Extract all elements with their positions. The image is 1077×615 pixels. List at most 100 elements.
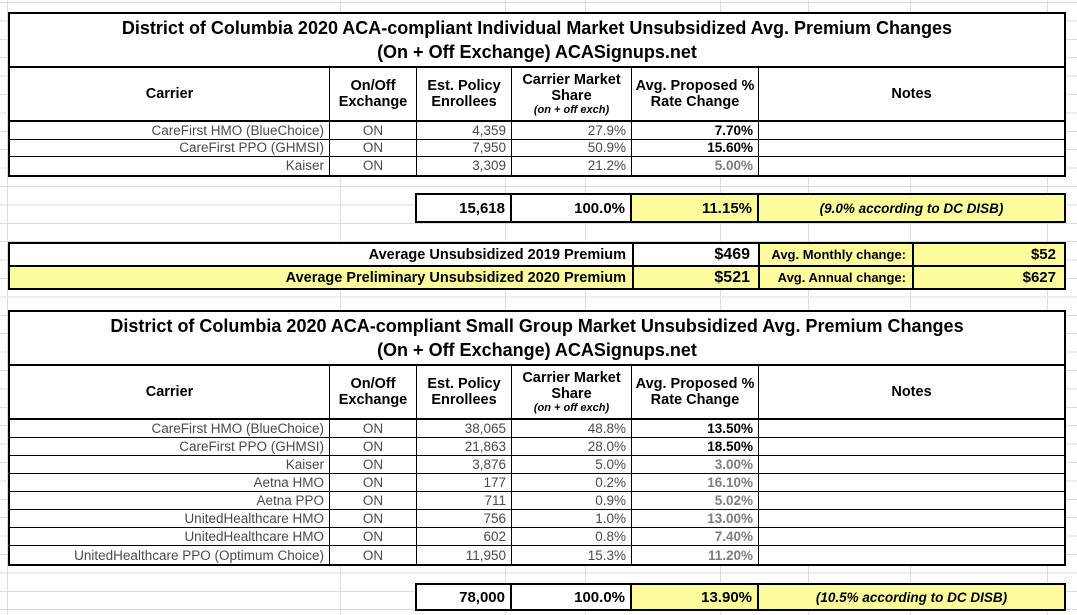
- rate-change-cell[interactable]: 18.50%: [632, 438, 759, 455]
- premium-value[interactable]: $521: [634, 267, 760, 288]
- exchange-cell[interactable]: ON: [330, 456, 417, 473]
- premium-value[interactable]: $469: [634, 244, 760, 265]
- table-row: CareFirst PPO (GHMSI) ON 7,950 50.9% 15.…: [10, 139, 1064, 157]
- market-share-cell[interactable]: 5.0%: [512, 456, 632, 473]
- exchange-cell[interactable]: ON: [330, 546, 417, 564]
- market-share-cell[interactable]: 0.9%: [512, 492, 632, 509]
- exchange-cell[interactable]: ON: [330, 420, 417, 437]
- header-cell-notes[interactable]: Notes: [891, 384, 932, 400]
- table-row: UnitedHealthcare PPO (Optimum Choice) ON…: [10, 546, 1064, 564]
- enrollees-cell[interactable]: 11,950: [417, 546, 512, 564]
- notes-cell[interactable]: [759, 492, 1064, 509]
- header-cell-carrier[interactable]: Carrier: [10, 366, 330, 418]
- enrollees-cell[interactable]: 3,876: [417, 456, 512, 473]
- premium-label[interactable]: Average Preliminary Unsubsidized 2020 Pr…: [10, 267, 634, 288]
- total-enrollees[interactable]: 78,000: [417, 585, 512, 609]
- carrier-cell[interactable]: Aetna PPO: [10, 492, 330, 509]
- market-share-cell[interactable]: 27.9%: [512, 122, 632, 139]
- enrollees-cell[interactable]: 177: [417, 474, 512, 491]
- total-rate[interactable]: 13.90%: [632, 585, 759, 609]
- exchange-cell[interactable]: ON: [330, 438, 417, 455]
- total-rate[interactable]: 11.15%: [632, 195, 759, 221]
- premium-label[interactable]: Average Unsubsidized 2019 Premium: [10, 244, 634, 265]
- carrier-cell[interactable]: Kaiser: [10, 157, 330, 175]
- small-group-table-title[interactable]: District of Columbia 2020 ACA-compliant …: [10, 312, 1064, 366]
- market-share-cell[interactable]: 0.2%: [512, 474, 632, 491]
- total-enrollees[interactable]: 15,618: [417, 195, 512, 221]
- change-value[interactable]: $627: [914, 267, 1064, 288]
- header-cell-exchange[interactable]: On/Off Exchange: [330, 68, 417, 120]
- exchange-cell[interactable]: ON: [330, 139, 417, 156]
- change-value[interactable]: $52: [914, 244, 1064, 265]
- rate-change-cell[interactable]: 11.20%: [632, 546, 759, 564]
- rate-change-cell[interactable]: 5.02%: [632, 492, 759, 509]
- exchange-cell[interactable]: ON: [330, 122, 417, 139]
- carrier-cell[interactable]: CareFirst PPO (GHMSI): [10, 438, 330, 455]
- carrier-cell[interactable]: CareFirst PPO (GHMSI): [10, 139, 330, 156]
- header-cell-notes[interactable]: Notes: [891, 86, 932, 102]
- carrier-cell[interactable]: UnitedHealthcare HMO: [10, 528, 330, 545]
- market-share-cell[interactable]: 21.2%: [512, 157, 632, 175]
- exchange-cell[interactable]: ON: [330, 157, 417, 175]
- title-line1: District of Columbia 2020 ACA-compliant …: [110, 316, 964, 336]
- enrollees-cell[interactable]: 4,359: [417, 122, 512, 139]
- rate-change-cell[interactable]: 13.50%: [632, 420, 759, 437]
- header-cell-enrollees[interactable]: Est. Policy Enrollees: [417, 366, 512, 418]
- total-share[interactable]: 100.0%: [512, 585, 632, 609]
- rate-change-cell[interactable]: 15.60%: [632, 139, 759, 156]
- header-cell-market-share[interactable]: Carrier Market Share (on + off exch): [512, 366, 632, 418]
- carrier-cell[interactable]: Aetna HMO: [10, 474, 330, 491]
- premium-summary: Average Unsubsidized 2019 Premium $469 A…: [8, 242, 1066, 290]
- exchange-cell[interactable]: ON: [330, 474, 417, 491]
- notes-cell[interactable]: [759, 456, 1064, 473]
- market-share-cell[interactable]: 50.9%: [512, 139, 632, 156]
- exchange-cell[interactable]: ON: [330, 492, 417, 509]
- notes-cell[interactable]: [759, 420, 1064, 437]
- rate-change-cell[interactable]: 16.10%: [632, 474, 759, 491]
- enrollees-cell[interactable]: 756: [417, 510, 512, 527]
- market-share-cell[interactable]: 0.8%: [512, 528, 632, 545]
- rate-change-cell[interactable]: 7.40%: [632, 528, 759, 545]
- change-label[interactable]: Avg. Monthly change:: [760, 244, 914, 265]
- header-cell-carrier[interactable]: Carrier: [10, 68, 330, 120]
- enrollees-cell[interactable]: 711: [417, 492, 512, 509]
- change-label[interactable]: Avg. Annual change:: [760, 267, 914, 288]
- carrier-cell[interactable]: UnitedHealthcare HMO: [10, 510, 330, 527]
- total-share[interactable]: 100.0%: [512, 195, 632, 221]
- market-share-cell[interactable]: 28.0%: [512, 438, 632, 455]
- header-cell-market-share[interactable]: Carrier Market Share (on + off exch): [512, 68, 632, 120]
- notes-cell[interactable]: [759, 122, 1064, 139]
- market-share-cell[interactable]: 1.0%: [512, 510, 632, 527]
- enrollees-cell[interactable]: 38,065: [417, 420, 512, 437]
- notes-cell[interactable]: [759, 528, 1064, 545]
- rate-change-cell[interactable]: 3.00%: [632, 456, 759, 473]
- rate-change-cell[interactable]: 7.70%: [632, 122, 759, 139]
- total-note[interactable]: (9.0% according to DC DISB): [759, 195, 1064, 221]
- carrier-cell[interactable]: Kaiser: [10, 456, 330, 473]
- enrollees-cell[interactable]: 21,863: [417, 438, 512, 455]
- notes-cell[interactable]: [759, 510, 1064, 527]
- carrier-cell[interactable]: CareFirst HMO (BlueChoice): [10, 420, 330, 437]
- header-cell-exchange[interactable]: On/Off Exchange: [330, 366, 417, 418]
- individual-table-title[interactable]: District of Columbia 2020 ACA-compliant …: [10, 14, 1064, 68]
- exchange-cell[interactable]: ON: [330, 528, 417, 545]
- market-share-cell[interactable]: 48.8%: [512, 420, 632, 437]
- header-cell-rate-change[interactable]: Avg. Proposed % Rate Change: [632, 366, 759, 418]
- enrollees-cell[interactable]: 7,950: [417, 139, 512, 156]
- notes-cell[interactable]: [759, 140, 1064, 157]
- exchange-cell[interactable]: ON: [330, 510, 417, 527]
- total-note[interactable]: (10.5% according to DC DISB): [759, 585, 1064, 609]
- header-cell-enrollees[interactable]: Est. Policy Enrollees: [417, 68, 512, 120]
- carrier-cell[interactable]: CareFirst HMO (BlueChoice): [10, 122, 330, 139]
- enrollees-cell[interactable]: 602: [417, 528, 512, 545]
- notes-cell[interactable]: [759, 157, 1064, 175]
- notes-cell[interactable]: [759, 474, 1064, 491]
- header-cell-rate-change[interactable]: Avg. Proposed % Rate Change: [632, 68, 759, 120]
- market-share-cell[interactable]: 15.3%: [512, 546, 632, 564]
- rate-change-cell[interactable]: 13.00%: [632, 510, 759, 527]
- rate-change-cell[interactable]: 5.00%: [632, 157, 759, 175]
- carrier-cell[interactable]: UnitedHealthcare PPO (Optimum Choice): [10, 546, 330, 564]
- notes-cell[interactable]: [759, 438, 1064, 455]
- notes-cell[interactable]: [759, 546, 1064, 564]
- enrollees-cell[interactable]: 3,309: [417, 157, 512, 175]
